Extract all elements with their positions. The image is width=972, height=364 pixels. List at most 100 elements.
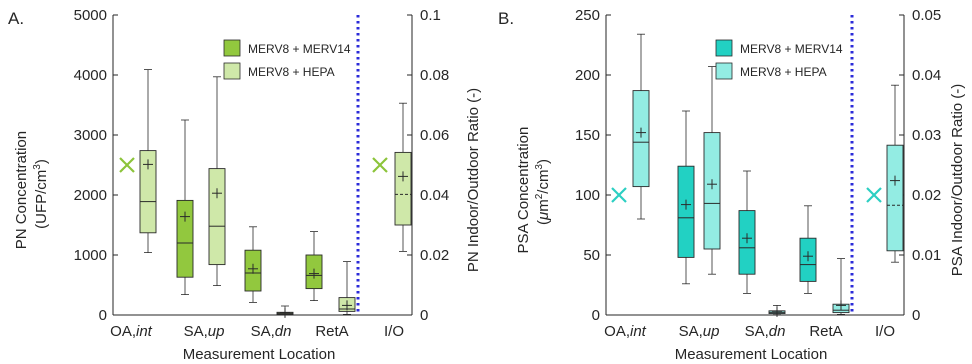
box-plot bbox=[139, 69, 157, 254]
y-axis-left-unit-sup: 3 bbox=[32, 164, 43, 170]
panel-label: A. bbox=[8, 9, 24, 28]
legend: MERV8 + MERV14 MERV8 + HEPA bbox=[223, 39, 351, 80]
box-iqr bbox=[139, 150, 157, 234]
x-tick-label: SA,up bbox=[679, 323, 720, 340]
x-tick-labels: OA,int SA,up SA,dn RetA I/O bbox=[604, 323, 895, 340]
y-tick-label-right: 0.06 bbox=[420, 127, 449, 144]
y-axis-left-unit: m bbox=[535, 199, 552, 212]
y-tick-label-right: 0.03 bbox=[912, 127, 941, 144]
y-tick-label-right: 0.05 bbox=[912, 7, 941, 24]
legend-label-merv14: MERV8 + MERV14 bbox=[740, 42, 843, 56]
y-tick-label-left: 4000 bbox=[74, 67, 107, 84]
y-tick-label-right: 0 bbox=[912, 307, 920, 324]
y-tick-label-left: 3000 bbox=[74, 127, 107, 144]
x-tick-labels: OA,int SA,up SA,dn RetA I/O bbox=[110, 323, 404, 340]
legend-label-hepa: MERV8 + HEPA bbox=[740, 65, 827, 79]
y-tick-label-right: 0.04 bbox=[912, 67, 941, 84]
y-tick-label-right: 0.01 bbox=[912, 247, 941, 264]
cross-stroke bbox=[611, 187, 627, 203]
y-tick-label-left: 250 bbox=[575, 7, 600, 24]
cross-marker bbox=[372, 157, 388, 173]
y-axis-left-title-line1: PSA Concentration bbox=[515, 127, 532, 254]
box-iqr bbox=[394, 151, 412, 226]
y-tick-label-right: 0.04 bbox=[420, 187, 449, 204]
box-plot bbox=[677, 110, 695, 285]
legend: MERV8 + MERV14 MERV8 + HEPA bbox=[715, 39, 843, 80]
x-tick-label: I/O bbox=[875, 323, 895, 340]
cross-marker bbox=[866, 187, 882, 203]
y-axis-right-title: PSA Indoor/Outdoor Ratio (-) bbox=[949, 84, 966, 277]
x-tick-label: SA,up bbox=[184, 323, 225, 340]
cross-stroke bbox=[866, 187, 882, 203]
cross-stroke bbox=[372, 157, 388, 173]
y-axis-left-title-line1: PN Concentration bbox=[13, 131, 30, 249]
box-plot bbox=[276, 305, 294, 318]
y-tick-label-left: 150 bbox=[575, 127, 600, 144]
box-plot bbox=[799, 205, 817, 294]
y-axis-right-title: PN Indoor/Outdoor Ratio (-) bbox=[465, 88, 482, 272]
y-axis-left-unit-open: ( bbox=[535, 220, 552, 225]
y-tick-label-left: 50 bbox=[583, 247, 600, 264]
y-tick-label-left: 0 bbox=[99, 307, 107, 324]
legend-label-merv14: MERV8 + MERV14 bbox=[248, 42, 351, 56]
legend-swatch-merv14 bbox=[715, 39, 733, 57]
box-plot bbox=[738, 170, 756, 294]
x-tick-label: I/O bbox=[384, 323, 404, 340]
y-axis-left-unit: (UFP/cm bbox=[33, 170, 50, 229]
box-iqr bbox=[677, 165, 695, 258]
x-tick-label: RetA bbox=[315, 323, 348, 340]
legend-swatch-merv14 bbox=[223, 39, 241, 57]
y-axis-left-unit-sup2: 3 bbox=[534, 164, 545, 170]
y-axis-left-title: PSA Concentration (μm2/cm3) bbox=[515, 123, 552, 254]
x-axis-title: Measurement Location bbox=[675, 346, 828, 363]
y-tick-label-left: 100 bbox=[575, 187, 600, 204]
y-tick-label-right: 0.02 bbox=[912, 187, 941, 204]
y-axis-left-unit-sup: 2 bbox=[534, 193, 545, 199]
y-tick-label-left: 2000 bbox=[74, 187, 107, 204]
y-tick-label-left: 5000 bbox=[74, 7, 107, 24]
box-iqr bbox=[886, 144, 904, 252]
cross-stroke bbox=[119, 157, 135, 173]
legend-label-hepa: MERV8 + HEPA bbox=[248, 65, 335, 79]
legend-swatch-hepa bbox=[715, 62, 733, 80]
box-plot bbox=[208, 76, 226, 287]
legend-swatch-hepa bbox=[223, 62, 241, 80]
y-tick-label-left: 1000 bbox=[74, 247, 107, 264]
box-iqr bbox=[703, 132, 721, 250]
y-tick-label-right: 0.02 bbox=[420, 247, 449, 264]
x-tick-label: OA,int bbox=[604, 323, 647, 340]
y-tick-label-left: 200 bbox=[575, 67, 600, 84]
box-iqr bbox=[208, 168, 226, 266]
panel-b: B. PSA Concentration (μm2/cm3) PSA Indoo… bbox=[498, 7, 966, 363]
box-plot bbox=[832, 258, 850, 315]
x-tick-label: RetA bbox=[809, 323, 842, 340]
box-iqr bbox=[632, 90, 650, 188]
box-plot bbox=[338, 261, 356, 315]
panel-label: B. bbox=[498, 9, 514, 28]
y-axis-left-title: PN Concentration (UFP/cm3) bbox=[13, 127, 50, 250]
y-tick-label-right: 0.1 bbox=[420, 7, 441, 24]
box-plot bbox=[244, 226, 262, 303]
box-plot bbox=[703, 66, 721, 275]
y-tick-label-right: 0 bbox=[420, 307, 428, 324]
x-tick-label: SA,dn bbox=[745, 323, 786, 340]
x-tick-label: SA,dn bbox=[251, 323, 292, 340]
y-tick-label-left: 0 bbox=[592, 307, 600, 324]
box-plot bbox=[632, 33, 650, 220]
cross-marker bbox=[611, 187, 627, 203]
box-plot bbox=[394, 102, 412, 252]
box-iqr bbox=[176, 199, 194, 278]
box-plot bbox=[886, 84, 904, 263]
y-axis-left-unit-mid: /cm bbox=[535, 170, 552, 194]
panel-a: A. PN Concentration (UFP/cm3) PN Indoor/… bbox=[8, 7, 482, 363]
y-tick-label-right: 0.08 bbox=[420, 67, 449, 84]
x-axis-title: Measurement Location bbox=[183, 346, 336, 363]
x-tick-label: OA,int bbox=[110, 323, 153, 340]
y-axis-left-unit-mu: μ bbox=[535, 212, 552, 221]
cross-marker bbox=[119, 157, 135, 173]
box-plot bbox=[768, 304, 786, 317]
box-plot bbox=[176, 119, 194, 296]
y-axis-left-unit-tail: ) bbox=[535, 159, 552, 164]
y-axis-left-unit-tail: ) bbox=[33, 159, 50, 164]
